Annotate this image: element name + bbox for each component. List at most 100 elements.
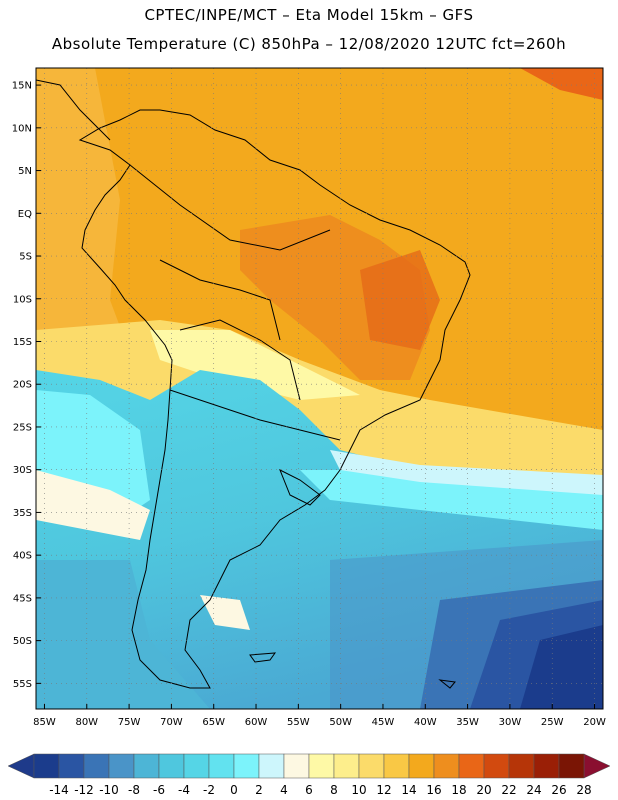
- legend-label: 6: [305, 783, 313, 797]
- central-america-coast: [36, 79, 111, 141]
- legend-swatch: [183, 753, 210, 779]
- lon-label: 65W: [202, 717, 225, 728]
- legend-label: 8: [330, 783, 338, 797]
- legend-swatch: [308, 753, 335, 779]
- legend-swatch: [508, 753, 535, 779]
- lat-label: 25S: [13, 422, 32, 433]
- legend-label: 20: [476, 783, 491, 797]
- field-pale-yellow: [150, 330, 360, 400]
- map-frame: [35, 67, 604, 710]
- lon-label: 50W: [329, 717, 352, 728]
- legend-labels: -14 -12 -10 -8 -6 -4 -2 0 2 4 6 8 10 12 14 16 18 20 22 24 26…: [49, 783, 591, 797]
- axis-ticks: [36, 84, 596, 709]
- lon-label: 70W: [160, 717, 183, 728]
- legend-label: 2: [255, 783, 263, 797]
- border-peru-brazil: [159, 259, 281, 341]
- legend-label: -2: [203, 783, 215, 797]
- lat-label: 40S: [13, 551, 32, 562]
- legend-swatch: [458, 753, 485, 779]
- field-ne-hot: [520, 68, 603, 100]
- lon-label: 80W: [75, 717, 98, 728]
- coastlines: [36, 79, 471, 689]
- lon-label: 55W: [287, 717, 310, 728]
- legend-swatch: [333, 753, 360, 779]
- falklands: [249, 652, 277, 663]
- lat-label: 15S: [13, 337, 32, 348]
- legend-label: 18: [451, 783, 466, 797]
- legend-label: -14: [49, 783, 69, 797]
- legend-label: 10: [351, 783, 366, 797]
- legend-swatch: [408, 753, 435, 779]
- lat-label: 50S: [13, 636, 32, 647]
- graticule: [36, 68, 603, 709]
- legend-swatch: [558, 753, 585, 779]
- lon-label: 40W: [414, 717, 437, 728]
- lat-label: 5S: [19, 252, 32, 263]
- legend-label: -12: [74, 783, 94, 797]
- lat-label: 10N: [12, 123, 32, 134]
- lat-label: 15N: [12, 81, 32, 92]
- legend-label: 26: [551, 783, 566, 797]
- south-america-coast: [78, 109, 471, 689]
- legend-label: 12: [376, 783, 391, 797]
- lagoon: [279, 468, 321, 506]
- border-bolivia: [179, 319, 301, 401]
- legend-swatch: [533, 753, 560, 779]
- legend-swatch: [258, 753, 285, 779]
- lon-label: 35W: [456, 717, 479, 728]
- lon-label: 60W: [245, 717, 268, 728]
- color-legend: -14 -12 -10 -8 -6 -4 -2 0 2 4 6 8 10 12 14 16 18 20 22 24 26…: [7, 753, 611, 797]
- legend-label: 24: [526, 783, 541, 797]
- legend-swatch: [108, 753, 135, 779]
- lat-label: 55S: [13, 679, 32, 690]
- latitude-labels: 15N 10N 5N EQ 5S 10S 15S 20S 25S 30S 35S 40S 45S 50S 5…: [12, 81, 32, 690]
- legend-label: 28: [576, 783, 591, 797]
- field-cream-patch: [200, 595, 250, 630]
- lat-label: 30S: [13, 465, 32, 476]
- south-georgia: [438, 679, 456, 689]
- legend-label: -8: [128, 783, 140, 797]
- legend-swatch: [33, 753, 60, 779]
- legend-label: 14: [401, 783, 416, 797]
- lat-label: 35S: [13, 508, 32, 519]
- legend-swatch: [58, 753, 85, 779]
- field-white-band: [330, 450, 603, 495]
- lat-label: 10S: [13, 294, 32, 305]
- border-north: [129, 164, 331, 251]
- legend-label: 4: [280, 783, 288, 797]
- legend-high-arrow: [583, 753, 611, 779]
- legend-bar: [7, 753, 611, 779]
- legend-swatch: [433, 753, 460, 779]
- lon-label: 25W: [541, 717, 564, 728]
- border-argentina: [169, 389, 341, 441]
- legend-low-arrow: [7, 753, 35, 779]
- legend-label: -10: [99, 783, 119, 797]
- field-hot-core: [360, 250, 440, 350]
- title-line-1: CPTEC/INPE/MCT – Eta Model 15km – GFS: [144, 6, 474, 24]
- legend-label: -4: [178, 783, 190, 797]
- lon-label: 20W: [583, 717, 606, 728]
- legend-label: 0: [230, 783, 238, 797]
- field-cream-pacific: [36, 470, 150, 540]
- field-blue-sw: [36, 560, 210, 709]
- lon-label: 45W: [372, 717, 395, 728]
- longitude-labels: 85W 80W 75W 70W 65W 60W 55W 50W 45W 40W 35W 30W 25W 2…: [33, 717, 606, 728]
- field-darkest-blue: [520, 625, 603, 709]
- legend-label: 22: [501, 783, 516, 797]
- lat-label: 20S: [13, 380, 32, 391]
- legend-swatch: [83, 753, 110, 779]
- title-line-2: Absolute Temperature (C) 850hPa – 12/08/…: [51, 35, 567, 53]
- legend-label: -6: [153, 783, 165, 797]
- legend-swatch: [208, 753, 235, 779]
- legend-swatch: [133, 753, 160, 779]
- legend-swatch: [158, 753, 185, 779]
- legend-label: 16: [426, 783, 441, 797]
- legend-swatch: [233, 753, 260, 779]
- temperature-map: 15N 10N 5N EQ 5S 10S 15S 20S 25S 30S 35S 40S 45S 50S 5…: [12, 67, 606, 728]
- lon-label: 75W: [118, 717, 141, 728]
- lat-label: 5N: [18, 166, 32, 177]
- lat-label: EQ: [18, 209, 32, 220]
- legend-swatch: [283, 753, 310, 779]
- lon-label: 30W: [499, 717, 522, 728]
- legend-swatch: [483, 753, 510, 779]
